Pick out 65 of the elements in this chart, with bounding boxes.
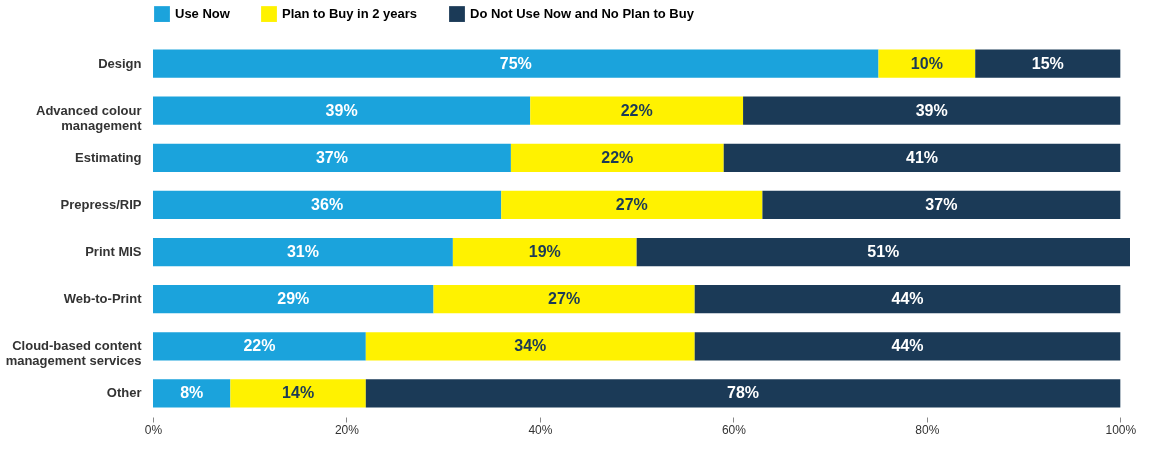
bar (230, 379, 366, 408)
bar (723, 143, 1121, 172)
bar (153, 49, 879, 78)
y-tick-label: Cloud-based content management services (5, 338, 143, 369)
data-label: 22% (620, 101, 653, 119)
bar (153, 143, 511, 172)
data-label: 44% (891, 337, 924, 355)
bar (694, 285, 1121, 314)
data-label: 75% (499, 54, 532, 72)
data-label: 27% (548, 290, 581, 308)
bar (694, 332, 1121, 361)
bar (153, 379, 231, 408)
x-tick-label: 20% (334, 422, 360, 437)
data-label: 19% (528, 243, 561, 261)
y-tick-label: Print MIS (85, 244, 142, 260)
data-label: 15% (1031, 54, 1064, 72)
data-label: 8% (180, 384, 204, 402)
y-tick-label: Web-to-Print (63, 291, 143, 307)
bar (762, 190, 1121, 220)
data-label: 39% (325, 101, 358, 119)
data-label: 10% (910, 54, 943, 72)
y-tick-label: Advanced colour management (36, 102, 143, 133)
bar (530, 96, 744, 125)
bar (153, 190, 502, 220)
bar (153, 237, 453, 267)
y-tick-label: Other (106, 385, 142, 401)
data-label: 22% (243, 337, 276, 355)
bar (365, 379, 1121, 408)
bar (153, 96, 531, 125)
y-tick-label: Design (98, 55, 142, 71)
data-label: 22% (601, 148, 634, 166)
bar (636, 237, 1130, 267)
bar (501, 190, 763, 220)
data-label: 51% (867, 243, 900, 261)
legend-label: Use Now (175, 6, 231, 22)
data-label: 36% (311, 195, 344, 213)
data-label: 78% (727, 384, 760, 402)
bar (452, 237, 637, 267)
y-tick-label: Estimating (75, 149, 142, 165)
data-label: 37% (925, 195, 958, 213)
x-tick-label: 40% (528, 422, 553, 437)
bar (510, 143, 724, 172)
data-label: 27% (615, 195, 648, 213)
data-label: 14% (282, 384, 315, 402)
bar (743, 96, 1121, 125)
x-tick-label: 80% (915, 422, 940, 437)
data-label: 39% (915, 101, 948, 119)
bar (878, 49, 976, 78)
x-tick-label: 60% (721, 422, 747, 437)
data-label: 44% (891, 290, 924, 308)
bar (365, 332, 695, 361)
data-label: 31% (286, 243, 319, 261)
x-tick-label: 0% (144, 422, 163, 437)
y-tick-label: Prepress/RIP (60, 196, 142, 212)
bar (433, 285, 695, 314)
data-label: 41% (906, 148, 939, 166)
bar (153, 332, 366, 361)
legend-label: Do Not Use Now and No Plan to Buy (470, 6, 695, 22)
bar (975, 49, 1121, 78)
data-label: 37% (315, 148, 348, 166)
data-label: 34% (514, 337, 547, 355)
x-tick-label: 100% (1105, 422, 1137, 437)
data-label: 29% (277, 290, 310, 308)
bar (153, 285, 434, 314)
legend-label: Plan to Buy in 2 years (282, 6, 418, 22)
